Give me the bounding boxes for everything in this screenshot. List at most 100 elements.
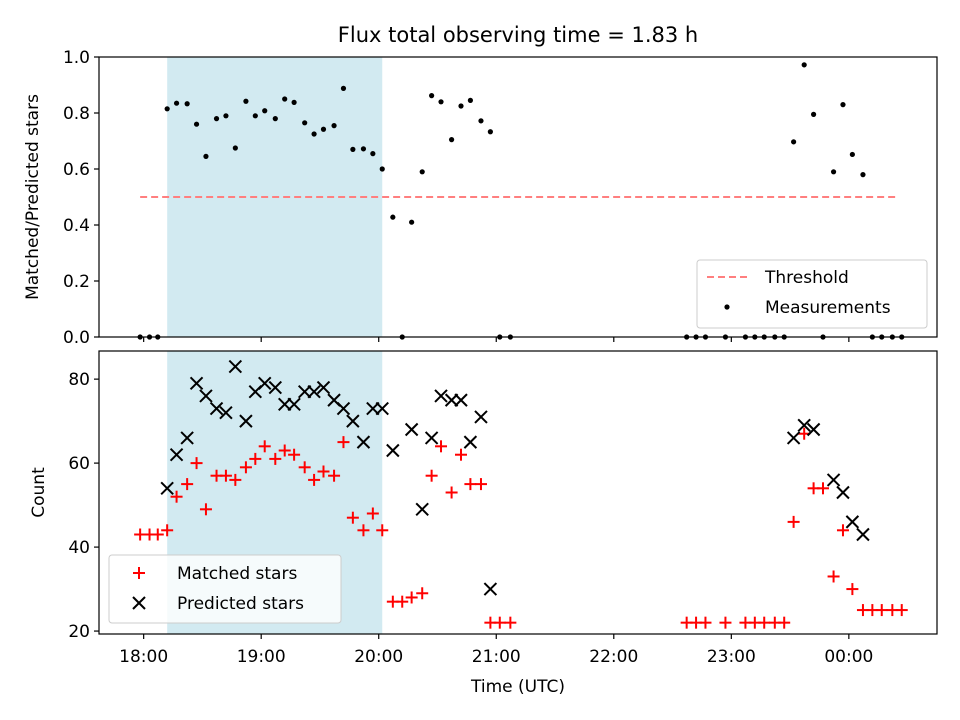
- x-stroke-b: [199, 389, 213, 403]
- x-tick-label: 18:00: [119, 647, 168, 667]
- x-stroke-b: [424, 431, 439, 445]
- legend-matched-swatch: [133, 567, 145, 579]
- y-tick-label: 20: [68, 622, 90, 642]
- predicted-star-marker: [826, 473, 841, 487]
- matched-star-marker: [816, 482, 829, 495]
- matched-star-marker: [317, 465, 330, 478]
- matched-star-marker: [875, 604, 888, 617]
- measurement-point: [243, 98, 249, 104]
- matched-star-marker: [416, 587, 429, 600]
- x-tick-label: 20:00: [354, 647, 403, 667]
- predicted-star-marker: [375, 401, 389, 416]
- x-tick-label: 22:00: [589, 647, 638, 667]
- x-stroke-b: [797, 418, 811, 433]
- y-tick-label: 0.0: [63, 328, 90, 348]
- predicted-star-marker: [307, 385, 321, 399]
- x-stroke-b: [845, 515, 860, 529]
- y-tick-label: 0.2: [63, 272, 90, 292]
- matched-star-marker: [151, 528, 164, 541]
- x-stroke-b: [826, 473, 841, 487]
- predicted-star-marker: [169, 448, 184, 462]
- matched-star-marker: [278, 444, 291, 457]
- predicted-star-marker: [454, 393, 468, 407]
- measurement-point: [849, 151, 855, 158]
- matched-star-marker: [778, 616, 791, 629]
- matched-star-marker: [474, 478, 487, 491]
- measurement-point: [791, 139, 797, 145]
- measurement-point: [164, 106, 170, 112]
- predicted-star-marker: [474, 410, 488, 424]
- matched-star-marker: [219, 469, 232, 482]
- predicted-star-marker: [797, 418, 811, 433]
- measurement-point: [320, 126, 327, 132]
- x-tick-label: 19:00: [237, 647, 286, 667]
- matched-star-marker: [425, 469, 438, 482]
- legend-measurement-swatch: [724, 304, 730, 310]
- matched-star-marker: [199, 503, 212, 516]
- matched-star-marker: [269, 452, 282, 465]
- measurement-points: [137, 62, 905, 340]
- x-stroke-b: [132, 596, 146, 610]
- predicted-star-marker: [316, 380, 331, 395]
- count-y-ticks: 20 40 60 80: [68, 370, 99, 642]
- x-tick-label: 21:00: [472, 647, 521, 667]
- measurement-point: [213, 116, 220, 122]
- matched-star-marker: [405, 591, 418, 604]
- matched-star-marker: [836, 524, 849, 537]
- x-stroke-b: [209, 401, 224, 416]
- legend-x-marker: [132, 596, 146, 610]
- predicted-star-marker: [845, 515, 860, 529]
- predicted-star-marker: [209, 401, 224, 416]
- matched-star-marker: [249, 452, 262, 465]
- measurement-point: [203, 153, 209, 159]
- measurement-point: [282, 96, 288, 102]
- matched-star-marker: [504, 616, 517, 629]
- matched-star-marker: [758, 616, 771, 629]
- matched-star-marker: [827, 570, 840, 583]
- measurement-point: [184, 101, 190, 107]
- measurement-point: [331, 123, 337, 129]
- measurement-point: [350, 146, 356, 152]
- predicted-star-marker: [219, 406, 233, 420]
- ratio-panel: 0.0 0.2 0.4 0.6 0.8 1.0 Matched/Predicted sta…: [23, 48, 938, 348]
- predicted-star-marker: [386, 443, 400, 458]
- x-stroke-b: [836, 485, 850, 500]
- measurement-point: [438, 99, 444, 105]
- x-stroke-b: [169, 448, 184, 462]
- matched-star-marker: [454, 448, 467, 461]
- x-stroke-b: [786, 431, 801, 445]
- measurement-point: [232, 145, 238, 151]
- x-stroke-b: [239, 414, 253, 428]
- measurement-point: [173, 100, 180, 106]
- legend-matched-label: Matched stars: [177, 564, 297, 584]
- predicted-star-marker: [356, 435, 371, 449]
- measurement-point: [448, 137, 455, 143]
- y-tick-label: 0.8: [63, 104, 90, 124]
- matched-star-marker: [258, 440, 271, 453]
- matched-star-marker: [846, 583, 859, 596]
- legend-predicted-swatch: [132, 596, 146, 610]
- measurement-point: [379, 166, 385, 172]
- matched-star-marker: [288, 448, 301, 461]
- measurement-point: [291, 99, 297, 105]
- x-tick-label: 00:00: [824, 647, 873, 667]
- count-x-ticks: 18:00 19:00 20:00 21:00 22:00 23:00 00:00: [119, 634, 873, 667]
- measurement-point: [801, 62, 807, 68]
- matched-star-marker: [435, 440, 448, 453]
- matched-star-marker: [376, 524, 389, 537]
- measurement-point: [223, 113, 229, 119]
- predicted-star-marker: [160, 481, 174, 496]
- count-legend: Matched stars Predicted stars: [108, 554, 342, 624]
- predicted-star-marker: [463, 435, 478, 449]
- x-stroke-b: [307, 385, 321, 399]
- matched-star-marker: [298, 461, 311, 474]
- x-stroke-b: [287, 397, 301, 412]
- ratio-legend: Threshold Measurements: [696, 259, 928, 329]
- predicted-star-marker: [786, 431, 801, 445]
- y-tick-label: 60: [68, 454, 90, 474]
- matched-star-marker: [493, 616, 506, 629]
- predicted-star-marker: [836, 485, 850, 500]
- x-stroke-b: [856, 527, 870, 542]
- x-stroke-b: [160, 481, 174, 496]
- matched-star-marker: [161, 524, 174, 537]
